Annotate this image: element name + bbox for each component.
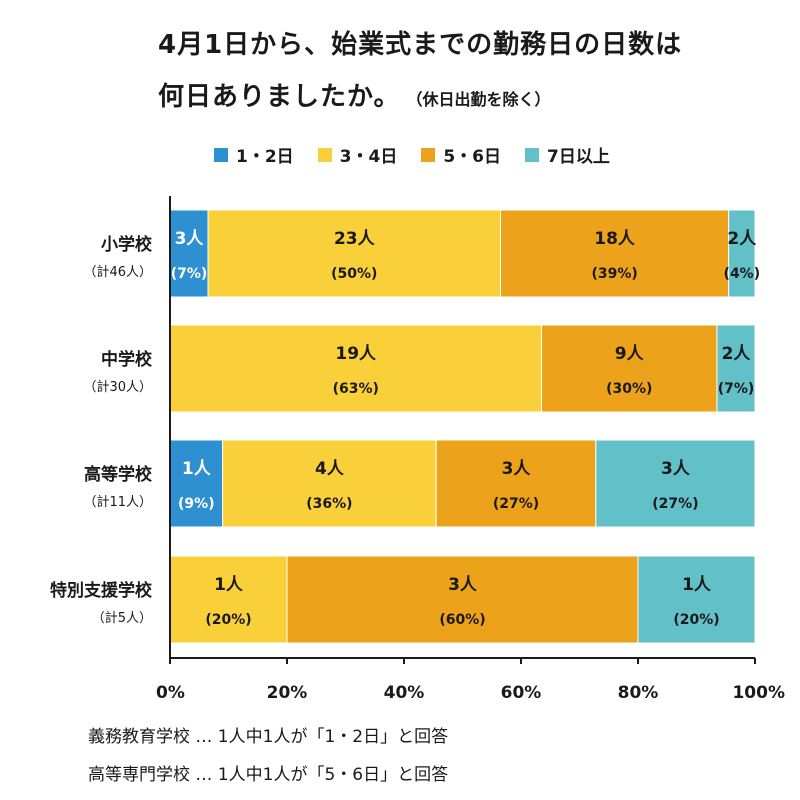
legend-item-5-6days: 5・6日 — [421, 142, 501, 167]
bar-percent-label: (7%) — [171, 266, 208, 282]
bar-percent-label: (27%) — [652, 496, 698, 512]
bar-count-label: 23人 — [334, 229, 376, 249]
bar-segment — [716, 324, 756, 413]
category-label: 特別支援学校 — [50, 580, 153, 601]
bar-percent-label: (20%) — [205, 612, 251, 628]
bar-segment — [540, 324, 718, 413]
bar-segment — [169, 324, 542, 413]
category-total-label: （計30人） — [83, 379, 152, 395]
legend-label-3-4days: 3・4日 — [339, 147, 398, 167]
bar-segment — [169, 555, 288, 644]
x-tick-label: 100% — [732, 683, 785, 703]
bar-count-label: 2人 — [722, 344, 752, 364]
bar-count-label: 1人 — [682, 575, 712, 595]
bar-count-label: 4人 — [315, 459, 345, 479]
bar-segment — [595, 439, 756, 528]
bar-segment — [637, 555, 756, 644]
bar-percent-label: (39%) — [591, 266, 637, 282]
bar-segment — [728, 209, 756, 298]
bar-count-label: 19人 — [335, 344, 377, 364]
bar-count-label: 3人 — [661, 459, 691, 479]
legend-item-1-2days: 1・2日 — [214, 142, 294, 167]
bar-percent-label: (60%) — [439, 612, 485, 628]
chart-title-note: （休日出勤を除く） — [414, 90, 551, 109]
legend-swatch-3-4days — [317, 147, 332, 162]
bar-percent-label: (27%) — [493, 496, 539, 512]
bar-segment — [169, 439, 224, 528]
footnote-technical-college: 高等専門学校 … 1人中1人が「5・6日」と回答 — [88, 765, 449, 785]
chart-legend: 1・2日 3・4日 5・6日 7日以上 — [214, 142, 610, 167]
bar-count-label: 1人 — [214, 575, 244, 595]
bar-percent-label: (50%) — [331, 266, 377, 282]
bar-percent-label: (9%) — [178, 496, 215, 512]
category-total-label: （計5人） — [92, 610, 152, 626]
bar-count-label: 9人 — [615, 344, 645, 364]
legend-label-1-2days: 1・2日 — [236, 147, 294, 167]
bar-percent-label: (4%) — [724, 266, 761, 282]
legend-swatch-7plus — [525, 147, 540, 162]
bar-segment — [222, 439, 437, 528]
category-label: 中学校 — [101, 349, 153, 370]
category-total-label: （計11人） — [83, 494, 152, 510]
bar-percent-label: (30%) — [606, 381, 652, 397]
bar-percent-label: (7%) — [718, 381, 755, 397]
legend-label-7plus: 7日以上 — [547, 147, 610, 167]
bar-percent-label: (36%) — [306, 496, 352, 512]
legend-swatch-1-2days — [214, 147, 228, 162]
bar-percent-label: (63%) — [333, 381, 379, 397]
bar-segment — [169, 209, 209, 298]
bar-count-label: 18人 — [594, 229, 636, 249]
x-tick-label: 20% — [267, 683, 308, 703]
bar-segment — [286, 555, 639, 644]
x-tick-label: 0% — [156, 683, 185, 703]
chart-title-line2: 何日ありましたか。 （休日出勤を除く） — [158, 76, 551, 113]
legend-label-5-6days: 5・6日 — [443, 147, 502, 167]
bar-count-label: 3人 — [502, 459, 532, 479]
bar-segment — [500, 209, 730, 298]
chart-title-question: 何日ありましたか。 — [158, 82, 401, 112]
bar-count-label: 1人 — [182, 459, 212, 479]
bar-segment — [207, 209, 502, 298]
category-label: 小学校 — [101, 234, 153, 255]
x-tick-label: 40% — [384, 683, 425, 703]
category-label: 高等学校 — [84, 464, 153, 485]
bar-count-label: 2人 — [727, 229, 757, 249]
bar-percent-label: (20%) — [673, 612, 719, 628]
category-total-label: （計46人） — [83, 264, 152, 280]
legend-item-3-4days: 3・4日 — [317, 142, 398, 167]
chart-title-line1: 4月1日から、始業式までの勤務日の日数は — [158, 30, 683, 60]
footnote-compulsory-school: 義務教育学校 … 1人中1人が「1・2日」と回答 — [88, 727, 449, 747]
bar-count-label: 3人 — [175, 229, 205, 249]
bar-segment — [435, 439, 597, 528]
bar-count-label: 3人 — [448, 575, 478, 595]
x-tick-label: 60% — [501, 683, 542, 703]
legend-item-7plus: 7日以上 — [525, 142, 610, 167]
legend-swatch-5-6days — [421, 147, 436, 162]
x-tick-label: 80% — [618, 683, 659, 703]
